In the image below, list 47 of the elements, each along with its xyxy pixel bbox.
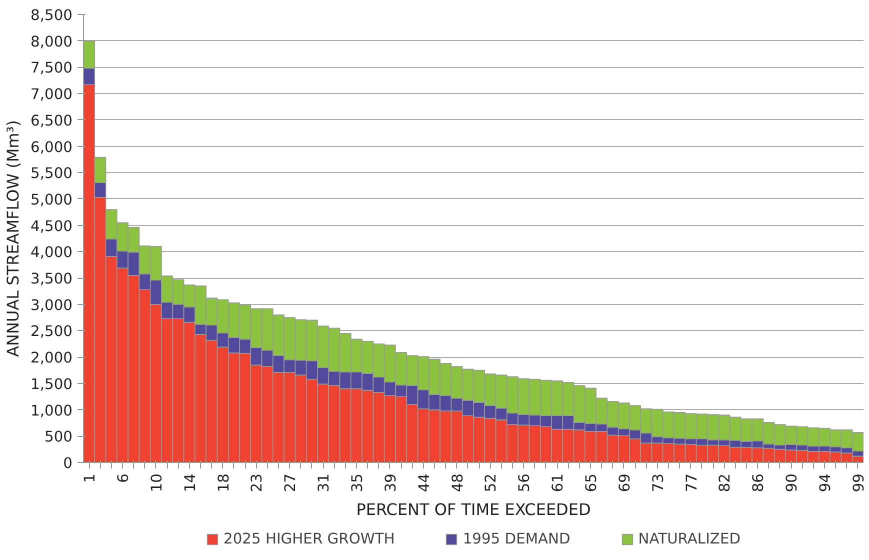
y-tick-label: 7,500 [30, 60, 73, 77]
legend-label: 1995 DEMAND [462, 530, 570, 548]
y-tick-label: 3,000 [30, 296, 73, 314]
x-tick-label: 31 [316, 473, 333, 492]
y-tick-label: 1,500 [30, 376, 73, 393]
y-tick-label: 4,500 [30, 218, 73, 235]
x-tick-label: 94 [817, 473, 834, 492]
y-tick-label: 5,500 [30, 165, 73, 182]
x-tick-label: 99 [850, 473, 868, 492]
y-tick-label: 7,000 [30, 86, 73, 104]
y-tick-label: 0 [63, 455, 73, 472]
x-tick-label: 6 [115, 473, 132, 483]
x-tick-label: 1 [82, 473, 99, 483]
x-tick-label: 77 [683, 473, 700, 492]
x-tick-label: 39 [382, 473, 400, 492]
x-tick-label: 82 [716, 473, 734, 492]
y-tick-label: 2,000 [30, 350, 73, 367]
y-tick-label: 3,500 [30, 270, 73, 288]
x-tick-label: 27 [282, 473, 300, 492]
x-tick-label: 18 [215, 473, 232, 492]
x-tick-label: 52 [482, 473, 500, 492]
x-tick-label: 14 [182, 473, 199, 492]
y-tick-label: 1,000 [30, 402, 73, 420]
x-tick-label: 10 [148, 473, 166, 492]
x-tick-label: 73 [650, 473, 667, 492]
legend-label: 2025 HIGHER GROWTH [224, 530, 395, 548]
x-tick-label: 86 [750, 473, 768, 492]
x-tick-label: 48 [449, 473, 466, 492]
x-tick-label: 90 [784, 473, 801, 492]
y-tick-label: 500 [44, 428, 73, 446]
x-tick-label: 61 [550, 473, 567, 492]
x-tick-label: 65 [583, 473, 600, 492]
y-tick-label: 4,000 [30, 244, 73, 262]
x-tick-label: 56 [516, 473, 534, 492]
y-tick-label: 8,500 [30, 7, 73, 24]
x-tick-label: 69 [616, 473, 634, 492]
x-tick-label: 44 [416, 473, 433, 492]
y-axis-title: ANNUAL STREAMFLOW (Mm³) [4, 120, 23, 357]
legend-label: NATURALIZED [638, 530, 740, 548]
x-tick-label: 23 [248, 473, 266, 492]
x-axis-title: PERCENT OF TIME EXCEEDED [356, 500, 591, 520]
y-tick-label: 2,500 [30, 323, 73, 340]
y-tick-label: 8,000 [30, 33, 73, 50]
x-tick-label: 35 [349, 473, 366, 492]
y-tick-label: 6,000 [30, 138, 73, 156]
y-tick-label: 6,500 [30, 112, 73, 130]
y-tick-label: 5,000 [30, 191, 73, 208]
